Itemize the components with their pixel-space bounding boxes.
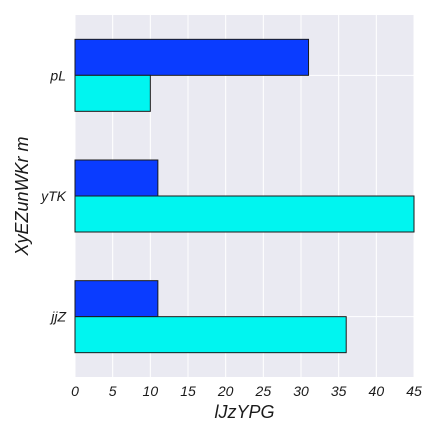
- x-tick-label: 30: [293, 383, 309, 399]
- bar-jjZ-series-2: [74, 316, 347, 354]
- bar-jjZ-series-1: [74, 280, 159, 318]
- y-tick-labels: pL yTK jjZ: [40, 67, 67, 324]
- x-tick-label: 25: [255, 383, 272, 399]
- x-tick-label: 40: [369, 383, 385, 399]
- y-tick-label: yTK: [40, 188, 67, 204]
- x-tick-label: 0: [71, 383, 79, 399]
- bar-yTK-series-1: [74, 159, 159, 197]
- y-tick-label: jjZ: [49, 309, 66, 325]
- x-tick-label: 45: [406, 383, 422, 399]
- bars: [74, 38, 415, 354]
- bar-pL-series-2: [74, 74, 151, 112]
- y-tick-label: pL: [49, 67, 66, 83]
- bar-yTK-series-2: [74, 195, 415, 233]
- x-tick-label: 10: [143, 383, 159, 399]
- x-tick-label: 15: [180, 383, 196, 399]
- y-axis-label: XyEZunWKr m: [12, 136, 32, 256]
- x-tick-labels: 0 5 10 15 20 25 30 35 40 45: [71, 383, 422, 399]
- x-tick-label: 20: [217, 383, 234, 399]
- x-tick-label: 35: [331, 383, 347, 399]
- x-tick-label: 5: [109, 383, 117, 399]
- x-axis-label: lJzYPG: [214, 402, 274, 422]
- bar-pL-series-1: [74, 38, 310, 76]
